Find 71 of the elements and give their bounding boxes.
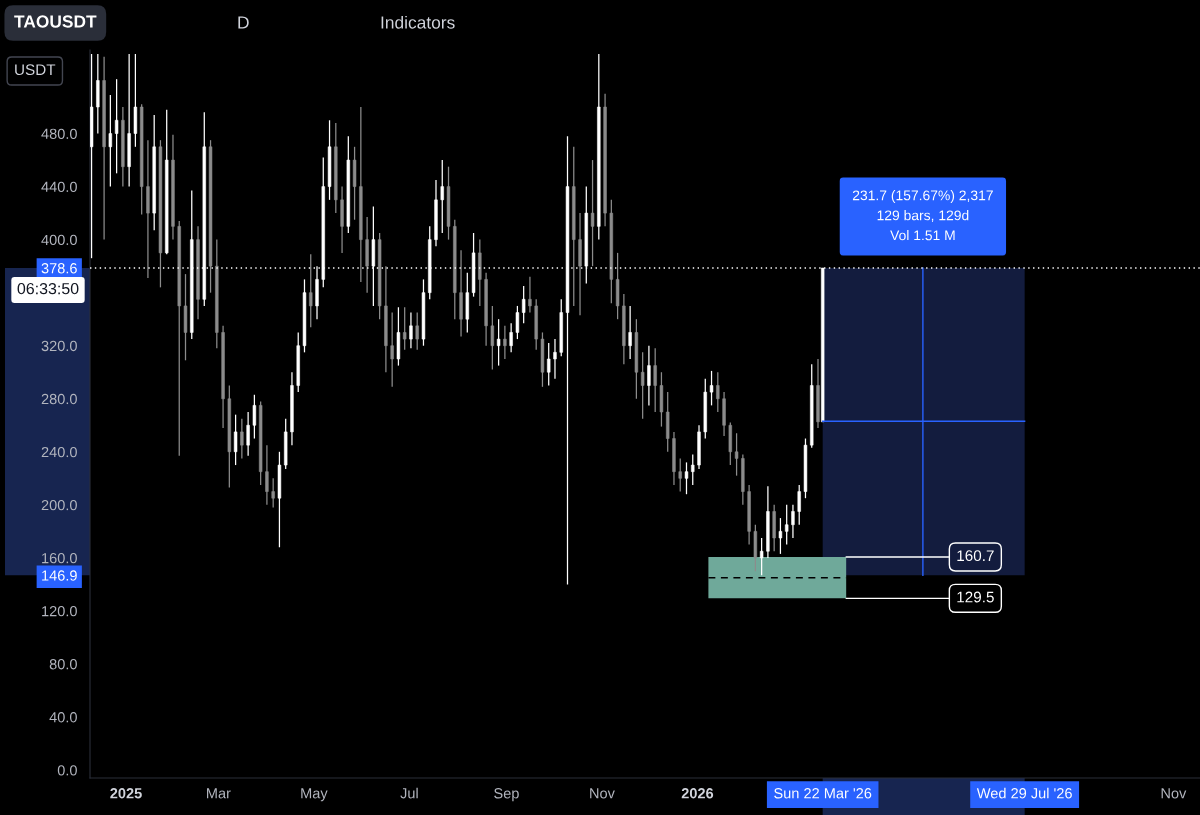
x-tick-label: Jul [400, 787, 418, 799]
candlestick [759, 537, 764, 576]
y-tick-label: 200.0 [41, 499, 77, 511]
candlestick [647, 345, 651, 407]
annotation: 231.7 (157.67%) 2,317 129 bars, 129d Vol 1.51 M [852, 190, 993, 241]
candlestick [590, 159, 595, 267]
candlestick [716, 371, 720, 413]
x-tick-label: 2025 [110, 788, 142, 799]
candlestick [521, 285, 526, 324]
y-tick-label: 440.0 [41, 181, 77, 193]
candlestick [785, 504, 789, 546]
y-axis-title: USDT [15, 64, 56, 76]
y-tick-label: 240.0 [41, 446, 77, 458]
text: D [238, 16, 249, 29]
y-tick-label: 378.6 [41, 263, 77, 274]
candlestick [528, 276, 532, 314]
candlestick [108, 94, 113, 188]
candlestick [233, 414, 238, 466]
annotation: 160.7 [957, 550, 994, 562]
y-tick-label: 320.0 [41, 340, 77, 352]
x-tick-label: Sep [494, 788, 519, 802]
y-tick-label: 120.0 [42, 606, 77, 617]
candlestick [547, 342, 551, 387]
x-tick-label: May [301, 788, 328, 802]
candlestick [440, 159, 444, 234]
x-tick-label: Nov [1161, 788, 1187, 799]
candlestick [240, 418, 244, 460]
candlestick [734, 432, 739, 477]
candlestick [778, 517, 783, 555]
y-tick-label: 400.0 [41, 234, 77, 246]
candlestick [553, 338, 557, 380]
x-tick-label: Nov [590, 788, 615, 799]
candlestick [709, 370, 714, 407]
y-tick-label: 146.9 [42, 570, 77, 581]
candlestick [791, 504, 795, 539]
candlestick [490, 305, 495, 371]
y-tick-label: 40.0 [49, 712, 77, 723]
x-tick-label: Mar [207, 788, 231, 799]
candlestick [390, 311, 394, 388]
y-tick-label: 0.0 [57, 765, 77, 776]
candlestick [515, 305, 520, 340]
x-tick-label: Sun 22 Mar '26 [774, 788, 872, 799]
text: Indicators [381, 15, 455, 29]
text: 06:33:50 [17, 282, 79, 295]
candlestick [252, 394, 257, 440]
x-tick-label: 2026 [681, 788, 714, 799]
candlestick [797, 484, 801, 526]
x-tick-label: Wed 29 Jul '26 [976, 787, 1072, 799]
candlestick [678, 457, 682, 493]
candlestick [409, 311, 413, 349]
candlestick [496, 318, 501, 367]
candlestick [640, 351, 645, 420]
candlestick [402, 306, 407, 351]
annotation: 129.5 [957, 591, 994, 603]
candlestick [309, 253, 313, 328]
candlestick [653, 347, 657, 413]
y-tick-label: 280.0 [41, 393, 77, 405]
candlestick [628, 305, 632, 360]
candlestick [684, 461, 689, 495]
chart-title: TAOUSDT [14, 15, 97, 28]
y-tick-label: 160.0 [42, 552, 77, 564]
candlestick [271, 477, 275, 509]
candlestick [509, 322, 513, 353]
y-tick-label: 80.0 [49, 659, 77, 670]
candlestick [503, 325, 507, 360]
y-tick-label: 480.0 [41, 128, 77, 139]
candlestick [114, 78, 119, 174]
candlestick [246, 411, 250, 457]
candlestick [265, 444, 269, 506]
candlestick [415, 311, 419, 351]
candlestick [691, 453, 695, 486]
